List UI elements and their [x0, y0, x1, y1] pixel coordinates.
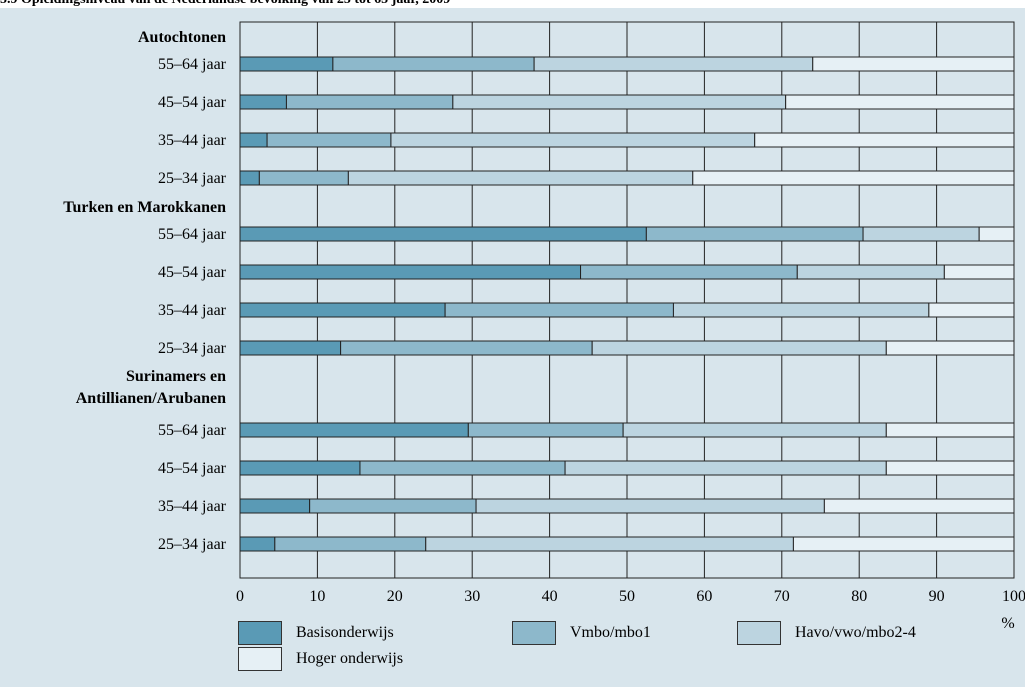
x-tick-label: 20: [387, 588, 403, 605]
bar-segment: [672, 302, 930, 318]
bar-segment: [862, 226, 980, 242]
bar-segment: [928, 302, 1015, 318]
x-tick-label: 70: [774, 588, 790, 605]
x-axis-label: %: [1001, 615, 1014, 632]
row-label: 25–34 jaar: [158, 536, 227, 553]
x-tick-label: 80: [851, 588, 867, 605]
bar-segment: [533, 56, 814, 72]
bar-segment: [239, 170, 260, 186]
row-label: 35–44 jaar: [158, 498, 227, 515]
bar-segment: [885, 422, 1015, 438]
row-label: 35–44 jaar: [158, 302, 227, 319]
x-tick-label: 0: [236, 588, 244, 605]
bar-segment: [692, 170, 1015, 186]
group-label: Turken en Marokkanen: [63, 199, 226, 216]
legend-item: Hoger onderwijs: [238, 647, 403, 671]
bar-segment: [239, 56, 334, 72]
bar-segment: [239, 536, 276, 552]
bar-segment: [452, 94, 787, 110]
stacked-bar-chart: 0 10 20 30 40 50 60 70 80 90 100% Autochtonen 55–64 …: [63, 21, 1025, 632]
row-label: 55–64 jaar: [158, 56, 227, 73]
row-label: 45–54 jaar: [158, 460, 227, 477]
row-label: 45–54 jaar: [158, 94, 227, 111]
bar-segment: [812, 56, 1015, 72]
bar-segment: [239, 132, 268, 148]
bar-segment: [591, 340, 887, 356]
legend-label: Basisonderwijs: [296, 624, 394, 641]
bar-segment: [754, 132, 1015, 148]
row-label: 25–34 jaar: [158, 170, 227, 187]
legend-swatch: [737, 621, 781, 645]
x-tick-label: 90: [929, 588, 945, 605]
row-label: 55–64 jaar: [158, 226, 227, 243]
group-label: Autochtonen: [138, 29, 226, 46]
bar-segment: [340, 340, 593, 356]
bar-segment: [885, 340, 1015, 356]
legend-swatch: [238, 621, 282, 645]
x-tick-label: 40: [542, 588, 558, 605]
bar-segment: [796, 264, 945, 280]
bar-segment: [444, 302, 674, 318]
bar-segment: [885, 460, 1015, 476]
row-label: 45–54 jaar: [158, 264, 227, 281]
chart-title: 5.9 Opleidingsniveau van de Nederlandse …: [0, 0, 450, 8]
x-tick-label: 10: [309, 588, 325, 605]
bar-segment: [239, 340, 342, 356]
x-tick-label: 60: [696, 588, 712, 605]
bar-segment: [475, 498, 825, 514]
legend-swatch: [512, 621, 556, 645]
bar-segment: [943, 264, 1015, 280]
bar-segment: [425, 536, 794, 552]
legend-label: Vmbo/mbo1: [570, 624, 651, 641]
bar-segment: [239, 460, 361, 476]
bar-segment: [274, 536, 427, 552]
bar-segment: [239, 302, 446, 318]
chart-panel: 0 10 20 30 40 50 60 70 80 90 100% Autochtonen 55–64 …: [0, 8, 1025, 687]
row-label: 35–44 jaar: [158, 132, 227, 149]
bar-segment: [645, 226, 864, 242]
bar-segment: [285, 94, 454, 110]
legend-label: Hoger onderwijs: [296, 650, 404, 667]
legend-label: Havo/vwo/mbo2-4: [795, 624, 916, 641]
x-tick-label: 30: [464, 588, 480, 605]
bar-segment: [239, 422, 469, 438]
bar-segment: [622, 422, 887, 438]
legend-item: Vmbo/mbo1: [512, 621, 651, 645]
legend-swatch: [238, 647, 282, 671]
bar-segment: [239, 264, 582, 280]
legend-item: Havo/vwo/mbo2-4: [737, 621, 916, 645]
bar-segment: [792, 536, 1015, 552]
group-label: Antillianen/Arubanen: [76, 390, 226, 407]
x-tick-label: 50: [619, 588, 635, 605]
bar-segment: [580, 264, 798, 280]
bar-segment: [823, 498, 1015, 514]
bar-segment: [785, 94, 1015, 110]
bar-segment: [359, 460, 566, 476]
bar-segment: [564, 460, 887, 476]
row-label: 25–34 jaar: [158, 340, 227, 357]
bar-segment: [332, 56, 535, 72]
row-label: 55–64 jaar: [158, 422, 227, 439]
bar-segment: [467, 422, 624, 438]
bar-segment: [239, 498, 311, 514]
bar-segment: [347, 170, 694, 186]
bar-segment: [239, 94, 287, 110]
bar-segment: [258, 170, 349, 186]
bar-segment: [390, 132, 756, 148]
bar-segment: [309, 498, 477, 514]
legend-item: Basisonderwijs: [238, 621, 394, 645]
bar-segment: [266, 132, 392, 148]
x-tick-label: 100: [1002, 588, 1025, 605]
bar-segment: [239, 226, 647, 242]
bar-segment: [978, 226, 1015, 242]
group-label: Surinamers en: [126, 368, 226, 385]
